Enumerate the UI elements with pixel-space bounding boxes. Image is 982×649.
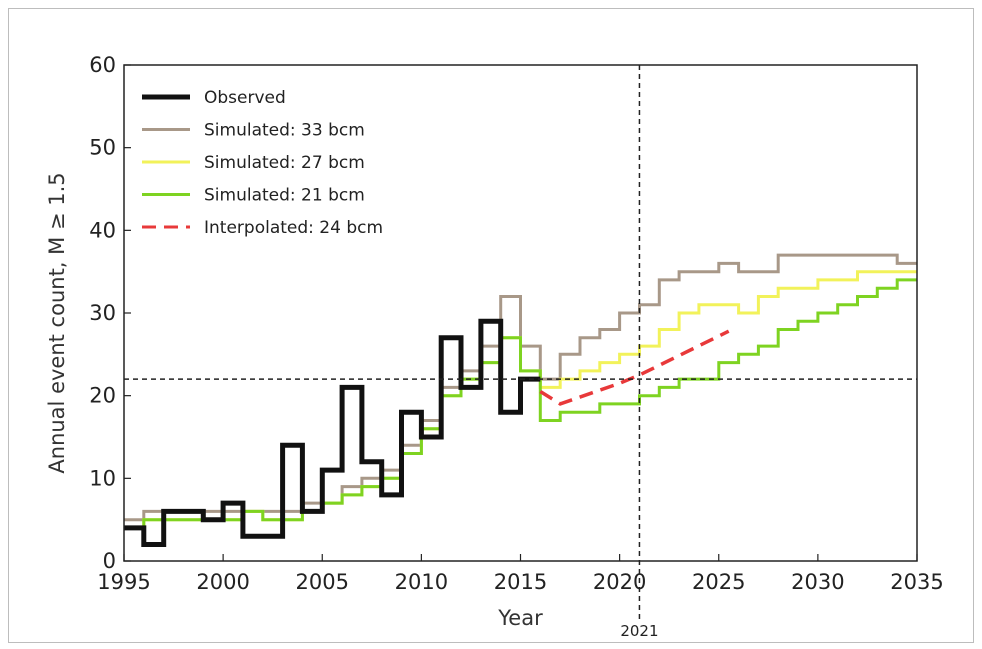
x-tick-label: 2030 [791, 570, 844, 594]
legend-label-simulated-21-bcm: Simulated: 21 bcm [204, 186, 365, 206]
y-tick-label: 20 [89, 384, 116, 408]
series-line-simulated-21-bcm [124, 278, 917, 530]
x-tick-label: 2015 [494, 570, 547, 594]
series-layer [124, 253, 917, 547]
y-tick-label: 30 [89, 301, 116, 325]
chart-frame [8, 8, 974, 643]
series-line-observed [124, 318, 541, 547]
x-tick-label: 2005 [296, 570, 349, 594]
reference-lines [124, 65, 917, 622]
x-tick-label: 1995 [97, 570, 150, 594]
x-tick-label: 2035 [890, 570, 943, 594]
y-tick-label: 10 [89, 466, 116, 490]
x-axis: 1995 2000 2005 2010 2015 2020 2025 2030 2035 [97, 554, 944, 594]
legend-label-simulated-33-bcm: Simulated: 33 bcm [204, 121, 365, 141]
y-tick-label: 0 [103, 549, 116, 573]
y-axis: 0 10 20 30 40 50 60 [89, 53, 131, 573]
y-axis-label: Annual event count, M ≥ 1.5 [45, 172, 69, 473]
x-tick-label: 2020 [593, 570, 646, 594]
x-tick-label: 2000 [196, 570, 249, 594]
x-axis-label: Year [497, 606, 543, 630]
x-tick-label: 2025 [692, 570, 745, 594]
y-tick-label: 50 [89, 136, 116, 160]
y-tick-label: 40 [89, 218, 116, 242]
legend: Observed Simulated: 33 bcm Simulated: 27 b… [142, 88, 383, 238]
legend-label-simulated-27-bcm: Simulated: 27 bcm [204, 153, 365, 173]
legend-label-interpolated-24-bcm: Interpolated: 24 bcm [204, 218, 383, 238]
series-line-interpolated-24-bcm [539, 329, 730, 406]
legend-label-observed: Observed [204, 88, 286, 108]
reference-year-label: 2021 [620, 622, 658, 640]
y-tick-label: 60 [89, 53, 116, 77]
x-tick-label: 2010 [395, 570, 448, 594]
